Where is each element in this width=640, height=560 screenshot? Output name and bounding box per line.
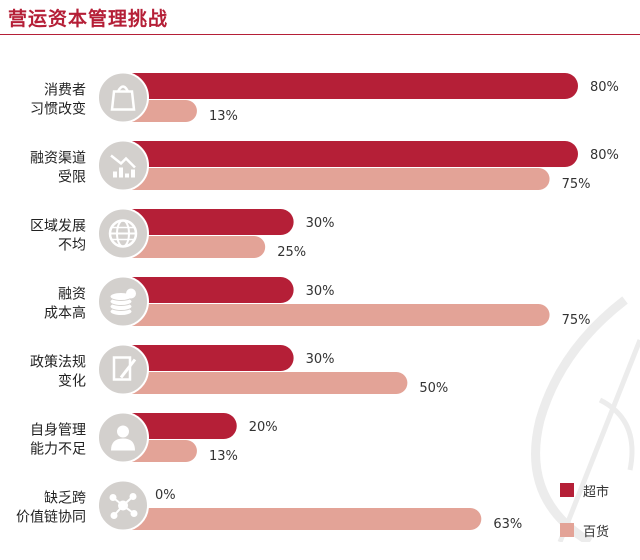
globe-icon [97, 207, 149, 260]
document-pen-icon [97, 343, 149, 396]
value-label-series1-3: 30% [306, 216, 335, 231]
bar-series1-2 [113, 141, 578, 167]
legend-item-series2: 百货 [560, 520, 609, 540]
chart-title: 营运资本管理挑战 [8, 8, 169, 30]
value-label-series2-5: 50% [419, 381, 448, 396]
value-label-series1-2: 80% [590, 148, 619, 163]
bar-series2-7 [113, 508, 482, 530]
value-label-series2-3: 25% [277, 245, 306, 260]
category-label-7: 缺乏跨价值链协同 [16, 491, 86, 526]
network-icon [97, 479, 149, 532]
bar-series2-2 [113, 168, 550, 190]
legend-label-series1: 超市 [583, 484, 610, 500]
value-label-series1-6: 20% [249, 420, 278, 435]
value-label-series1-4: 30% [306, 284, 335, 299]
category-label-2: 融资渠道受限 [30, 151, 86, 186]
category-label-4: 融资成本高 [44, 287, 86, 322]
bar-series2-5 [113, 372, 408, 394]
legend-swatch-series1 [560, 483, 574, 497]
title-divider [0, 34, 640, 35]
value-label-series1-5: 30% [306, 352, 335, 367]
bar-series1-3 [113, 209, 294, 235]
legend-item-series1: 超市 [560, 480, 609, 500]
legend-label-series2: 百货 [583, 524, 610, 540]
bar-series2-4 [113, 304, 550, 326]
value-label-series2-2: 75% [562, 177, 591, 192]
category-label-6: 自身管理能力不足 [30, 423, 86, 458]
legend-swatch-series2 [560, 523, 574, 537]
legend: 超市 百货 [560, 480, 609, 560]
category-label-5: 政策法规变化 [30, 354, 86, 390]
value-label-series2-6: 13% [209, 449, 238, 464]
person-icon [97, 411, 149, 464]
shopping-bag-icon [97, 71, 149, 124]
value-label-series2-7: 63% [493, 517, 522, 532]
value-label-series2-4: 75% [562, 313, 591, 328]
bar-series2-3 [113, 236, 266, 258]
bar-series1-1 [113, 73, 578, 99]
bar-chart: 80%13%消费者习惯改变80%75%融资渠道受限30%25%区域发展不均30%… [16, 71, 619, 532]
bar-series1-5 [113, 345, 294, 371]
value-label-series1-1: 80% [590, 80, 619, 95]
bar-series1-4 [113, 277, 294, 303]
value-label-series1-7: 0% [155, 488, 176, 503]
value-label-series2-1: 13% [209, 109, 238, 124]
category-label-1: 消费者习惯改变 [30, 83, 86, 118]
category-label-3: 区域发展不均 [30, 219, 86, 254]
coin-stack-icon [97, 275, 149, 328]
declining-chart-icon [97, 139, 149, 192]
